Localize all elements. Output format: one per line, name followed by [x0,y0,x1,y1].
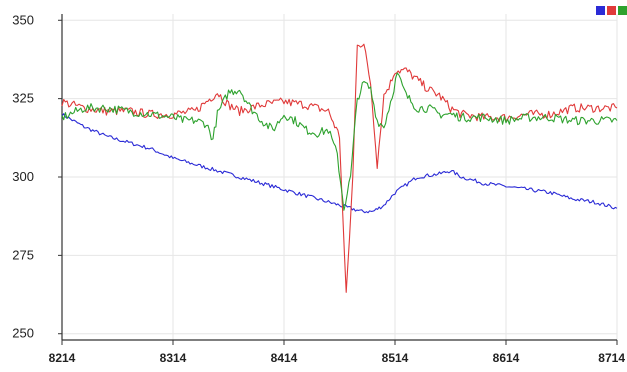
y-tick-label: 350 [12,12,34,27]
x-tick-label: 8214 [49,351,76,365]
legend-swatch-2[interactable] [607,6,616,15]
x-tick-label: 8614 [493,351,520,365]
x-tick-label: 8514 [382,351,409,365]
legend-swatch-1[interactable] [596,6,605,15]
y-tick-label: 275 [12,247,34,262]
x-tick-label: 8714 [598,351,625,365]
series-lines [61,43,618,293]
x-tick-label: 8414 [271,351,298,365]
y-tick-label: 325 [12,91,34,106]
x-tick-label: 8314 [160,351,187,365]
legend-swatch-3[interactable] [618,6,627,15]
series-line-3 [61,72,618,211]
y-tick-label: 250 [12,326,34,341]
y-tick-label: 300 [12,169,34,184]
y-tick-labels: 250 275 300 325 350 [12,12,34,340]
chart-axes [58,14,618,345]
series-line-1 [61,113,618,214]
x-tick-labels: 8214 8314 8414 8514 8614 8714 [49,351,626,365]
